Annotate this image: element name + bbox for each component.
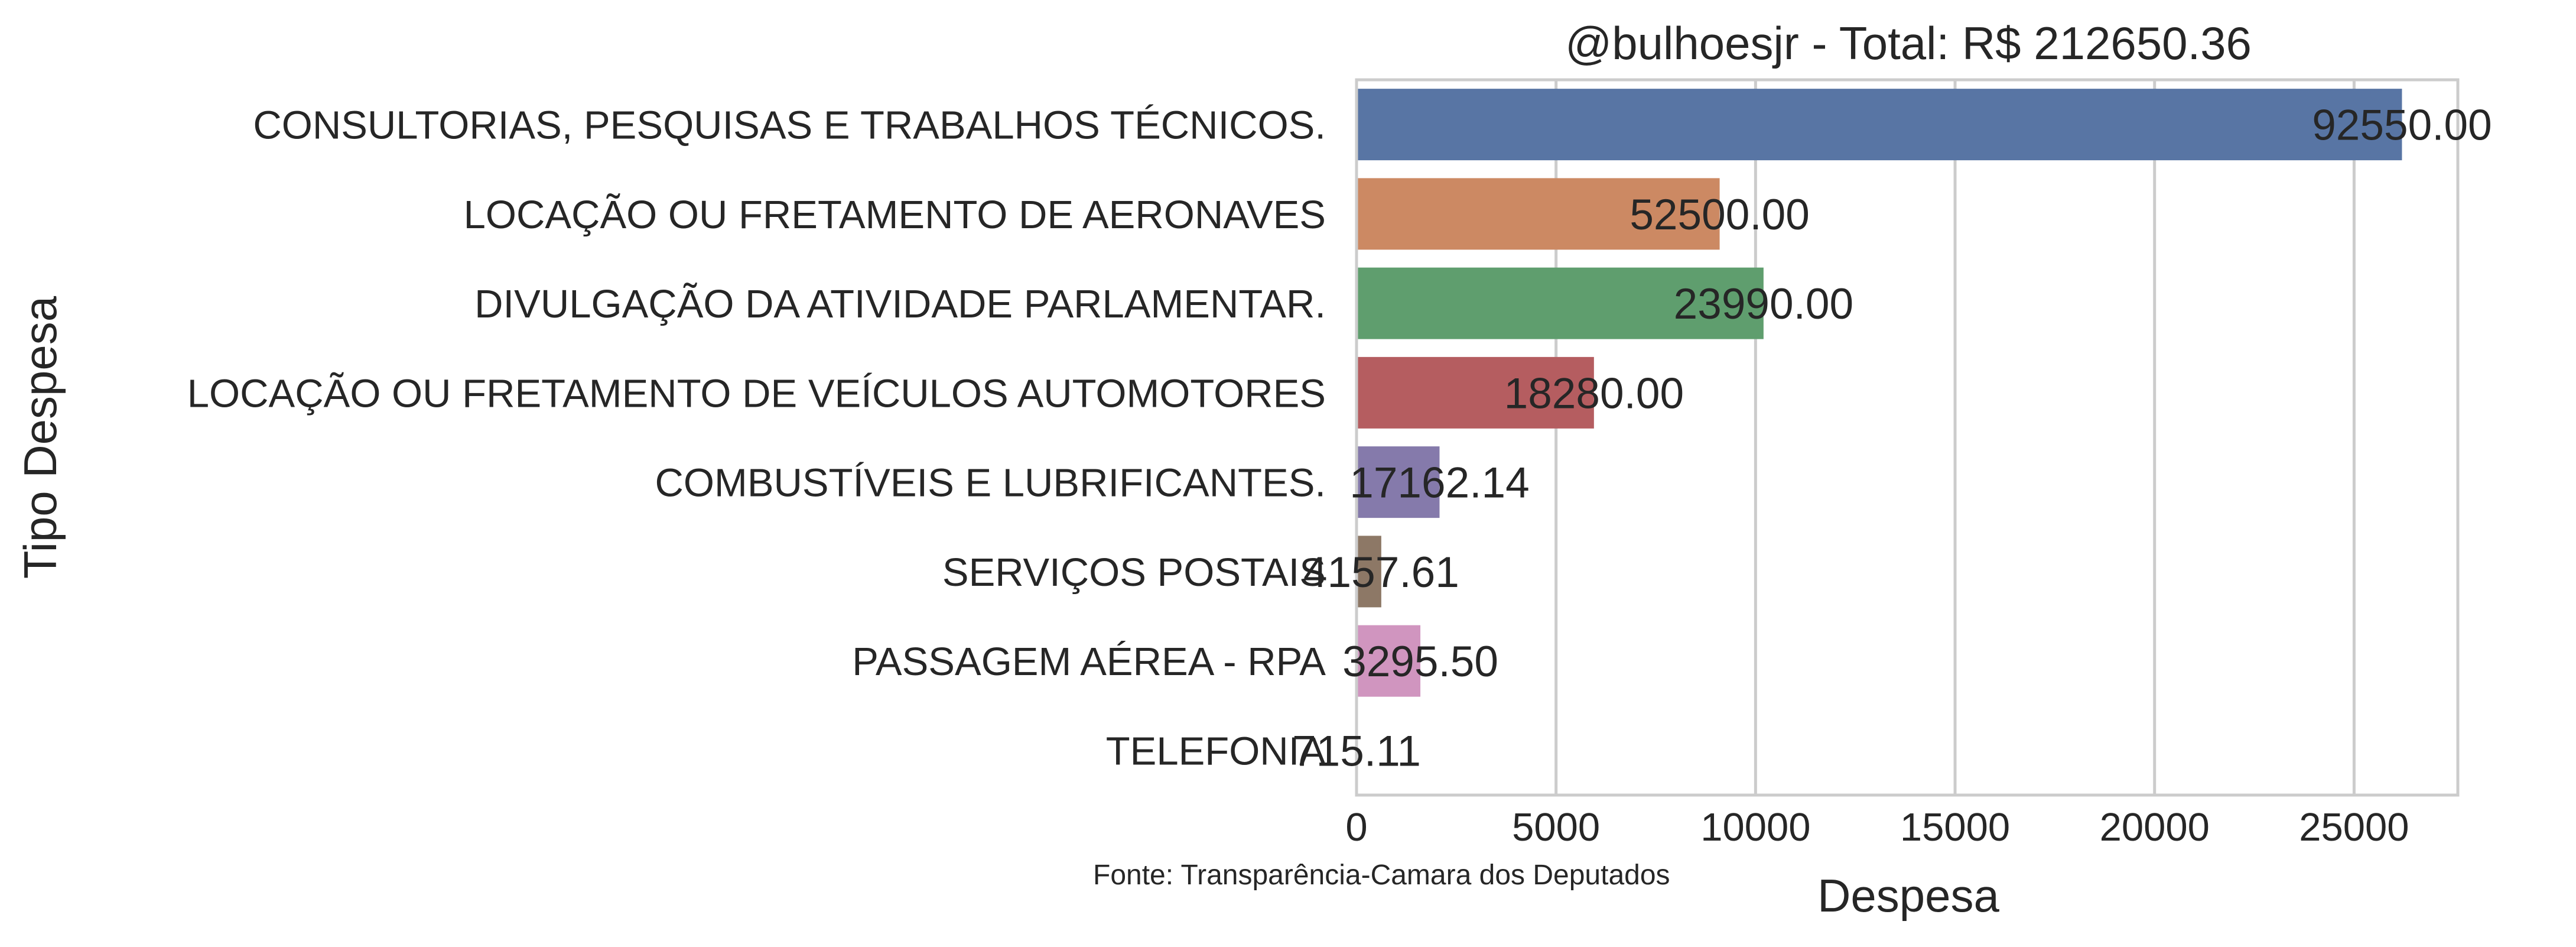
bar: [1357, 356, 1594, 429]
bars: [1357, 89, 2402, 697]
bar: [1357, 536, 1381, 608]
bar-value-label: 3295.50: [1342, 638, 1498, 686]
y-tick-label: COMBUSTÍVEIS E LUBRIFICANTES.: [655, 461, 1326, 505]
bar-value-label: 715.11: [1292, 727, 1421, 775]
bar-value-label: 23990.00: [1674, 280, 1853, 328]
bar: [1357, 267, 1764, 339]
x-tick-label: 25000: [2299, 805, 2409, 849]
x-tick-label: 0: [1345, 805, 1367, 849]
y-axis-label: Tipo Despesa: [14, 296, 66, 579]
bar-value-label: 18280.00: [1504, 369, 1684, 417]
x-tick-label: 15000: [1900, 805, 2010, 849]
bar: [1357, 178, 1720, 250]
bar-value-label: 52500.00: [1629, 191, 1809, 239]
x-axis-label: Despesa: [1817, 870, 1999, 922]
bar-value-label: 4157.61: [1303, 549, 1459, 596]
bar-value-label: 17162.14: [1349, 459, 1529, 507]
y-tick-label: LOCAÇÃO OU FRETAMENTO DE VEÍCULOS AUTOMO…: [187, 371, 1326, 416]
y-tick-labels: CONSULTORIAS, PESQUISAS E TRABALHOS TÉCN…: [187, 103, 1326, 774]
bar-value-labels: 92550.00 52500.00 23990.00 18280.00 17162.14…: [1292, 102, 2492, 776]
x-tick-labels: 0 5000 10000 15000 20000 25000: [1345, 805, 2409, 849]
y-tick-label: LOCAÇÃO OU FRETAMENTO DE AERONAVES: [464, 193, 1326, 237]
x-tick-label: 10000: [1700, 805, 1810, 849]
y-tick-label: CONSULTORIAS, PESQUISAS E TRABALHOS TÉCN…: [253, 103, 1326, 148]
y-tick-label: DIVULGAÇÃO DA ATIVIDADE PARLAMENTAR.: [474, 282, 1326, 326]
bar: [1357, 89, 2402, 161]
x-tick-label: 20000: [2100, 805, 2210, 849]
bar: [1357, 446, 1440, 518]
chart-title: @bulhoesjr - Total: R$ 212650.36: [1565, 17, 2252, 69]
y-tick-label: SERVIÇOS POSTAIS: [942, 550, 1326, 595]
x-tick-label: 5000: [1512, 805, 1600, 849]
source-note: Fonte: Transparência-Camara dos Deputado…: [1093, 860, 1670, 891]
y-tick-label: TELEFONIA: [1106, 729, 1326, 773]
plot-frame: [1355, 78, 2460, 797]
y-tick-label: PASSAGEM AÉREA - RPA: [852, 640, 1326, 684]
bar: [1357, 625, 1421, 697]
bar-value-label: 92550.00: [2312, 102, 2492, 150]
